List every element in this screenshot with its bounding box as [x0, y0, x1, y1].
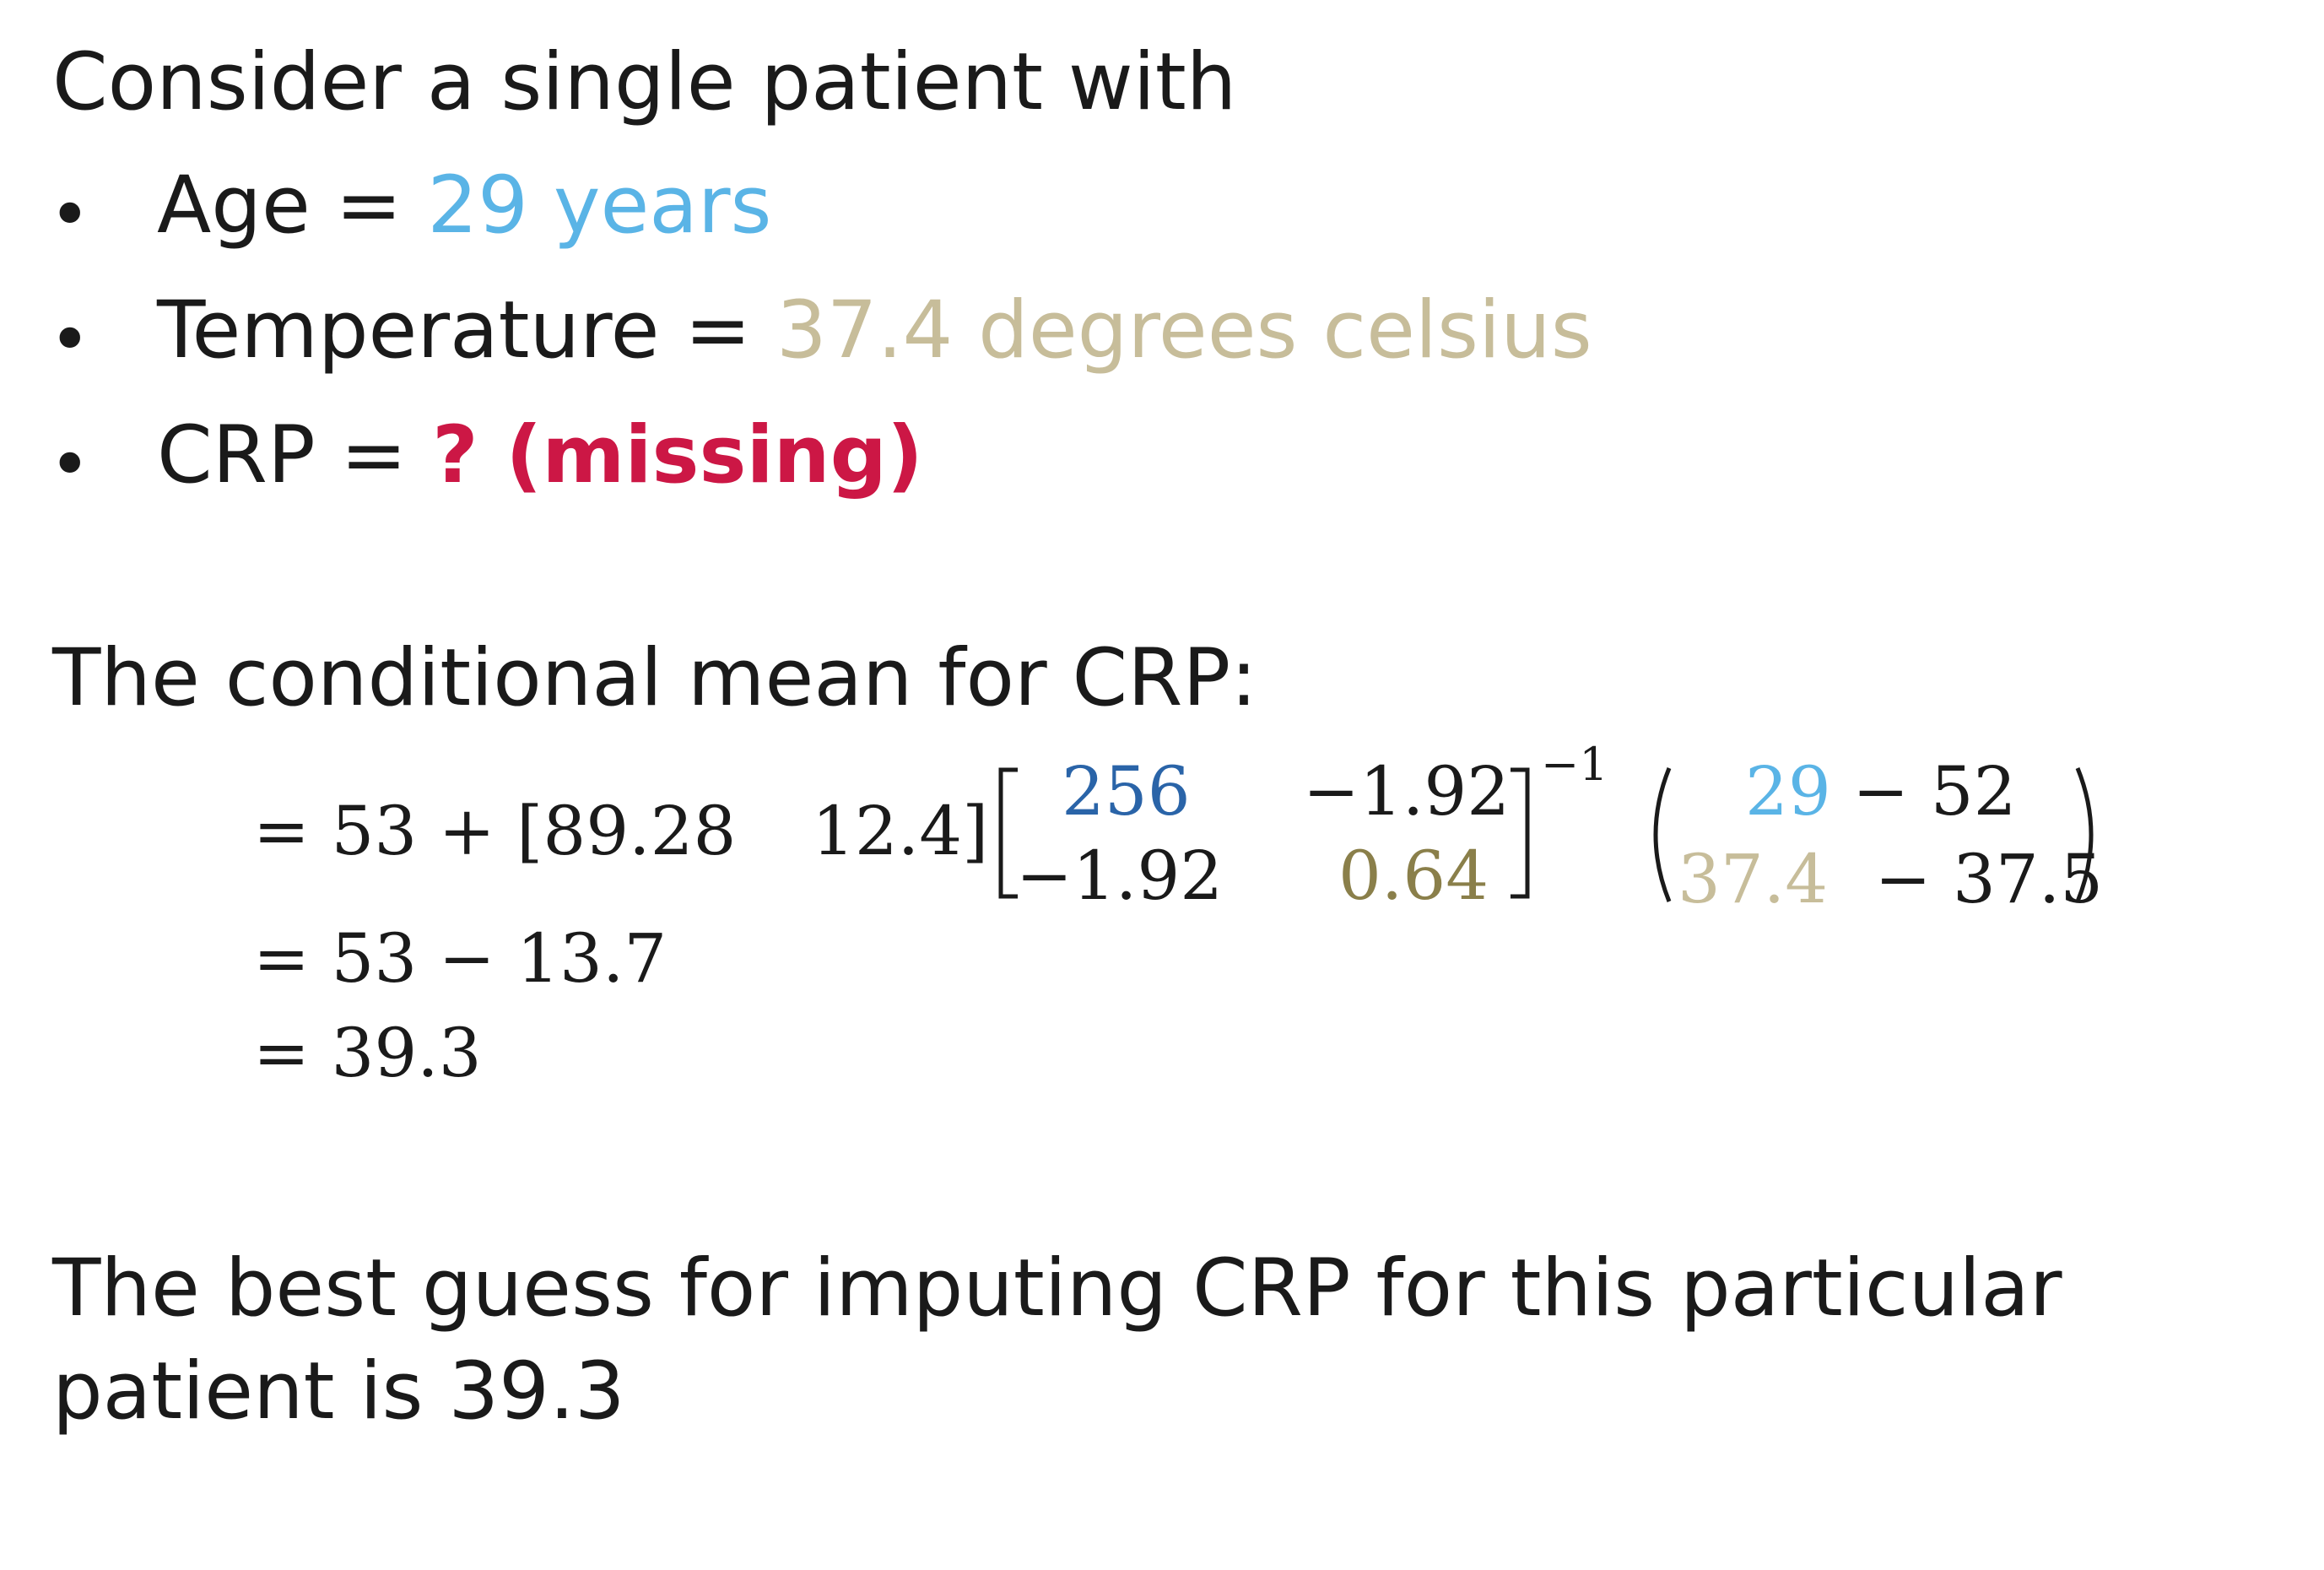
- vector-r1-value: 29: [1745, 752, 1831, 831]
- intro-text: Consider a single patient with: [52, 36, 1237, 128]
- bullet-marker-temperature: •: [49, 298, 91, 381]
- bullet-marker-age: •: [49, 173, 91, 256]
- conclusion-text: The best guess for imputing CRP for this…: [52, 1242, 2062, 1438]
- equation-line-2: = 53 − 13.7: [253, 919, 667, 998]
- age-value: 29 years: [427, 160, 772, 252]
- matrix-right-bracket: [1511, 767, 1530, 899]
- vector-right-paren: [2075, 767, 2094, 902]
- crp-label: CRP =: [157, 409, 433, 501]
- age-label: Age =: [157, 160, 428, 252]
- bullet-temperature: Temperature = 37.4 degrees celsius: [157, 284, 1592, 379]
- matrix-left-bracket: [998, 767, 1018, 899]
- vector-r1-rest: − 52: [1852, 752, 2017, 831]
- matrix-a22: 0.64: [1338, 836, 1489, 915]
- vector-row-2: 37.4 − 37.5: [1678, 846, 2103, 913]
- vector-r2-rest: − 37.5: [1874, 840, 2104, 918]
- bullet-age: Age = 29 years: [157, 159, 772, 254]
- matrix-inverse-exponent: −1: [1541, 738, 1608, 791]
- matrix-a21: −1.92: [1016, 836, 1224, 915]
- conditional-mean-heading: The conditional mean for CRP:: [52, 632, 1257, 724]
- temperature-label: Temperature =: [157, 284, 776, 376]
- matrix-a12: −1.92: [1303, 752, 1511, 831]
- row-vector-second: 12.4]: [812, 792, 989, 870]
- vector-left-paren: [1653, 767, 1672, 902]
- matrix-a11: 256: [1062, 752, 1191, 831]
- bullet-crp: CRP = ? (missing): [157, 409, 923, 504]
- equation-prefix: = 53 + [89.28: [253, 792, 737, 870]
- vector-row-1: 29 − 52: [1745, 758, 2017, 826]
- equation-line-3: = 39.3: [253, 1014, 482, 1092]
- temperature-value: 37.4 degrees celsius: [776, 284, 1592, 376]
- crp-value: ? (missing): [432, 409, 923, 501]
- bullet-marker-crp: •: [49, 423, 91, 506]
- vector-r2-value: 37.4: [1678, 840, 1829, 918]
